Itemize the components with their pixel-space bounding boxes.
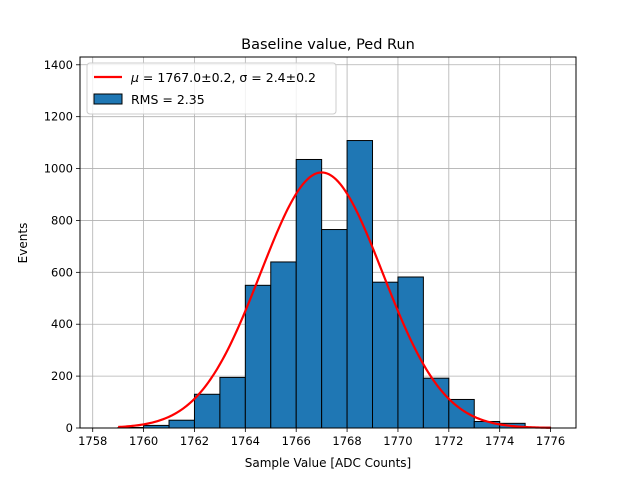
- legend-histogram-label: RMS = 2.35: [131, 92, 205, 107]
- x-tick-label: 1766: [282, 434, 311, 448]
- x-tick-label: 1776: [536, 434, 565, 448]
- y-tick-label: 600: [51, 265, 73, 279]
- x-tick-label: 1762: [180, 434, 209, 448]
- legend-box: [86, 62, 337, 115]
- histogram-bar: [346, 140, 374, 429]
- histogram-bar: [321, 229, 348, 429]
- legend: μ = 1767.0±0.2, σ = 2.4±0.2 RMS = 2.35: [86, 62, 337, 115]
- x-tick-label: 1770: [383, 434, 412, 448]
- x-tick-label: 1768: [332, 434, 361, 448]
- histogram-bar: [397, 276, 424, 429]
- x-tick-label: 1758: [78, 434, 107, 448]
- y-tick-label: 1200: [44, 110, 73, 124]
- histogram-bar: [219, 376, 246, 429]
- x-axis-ticks: 1758 1760 1762 1764 1766 1768 1770 1772 1774 1776: [78, 428, 565, 448]
- y-tick-label: 0: [66, 421, 73, 435]
- plot-frame: [79, 56, 577, 429]
- chart-title: Baseline value, Ped Run: [241, 37, 415, 53]
- x-tick-label: 1760: [129, 434, 158, 448]
- legend-fit-label: μ = 1767.0±0.2, σ = 2.4±0.2: [130, 70, 316, 85]
- y-axis-ticks: 0 200 400 600 800 1000 1200 1400: [44, 58, 80, 435]
- legend-fit-mu-symbol: μ: [130, 70, 139, 85]
- y-tick-label: 800: [51, 213, 73, 227]
- x-tick-label: 1764: [231, 434, 260, 448]
- x-axis-label: Sample Value [ADC Counts]: [245, 456, 411, 470]
- y-tick-label: 1000: [44, 162, 73, 176]
- legend-histogram-swatch: [93, 93, 123, 105]
- gaussian-fit: [118, 171, 551, 429]
- y-tick-label: 400: [51, 317, 73, 331]
- histogram-bar: [244, 284, 272, 429]
- histogram-bar: [270, 261, 297, 429]
- legend-fit-params: = 1767.0±0.2, σ = 2.4±0.2: [139, 70, 316, 85]
- y-axis-label: Events: [16, 223, 30, 264]
- histogram-bar: [193, 393, 221, 429]
- x-tick-label: 1772: [434, 434, 463, 448]
- histogram-bar: [422, 377, 450, 429]
- y-tick-label: 200: [51, 369, 73, 383]
- fit-curve: [118, 171, 551, 429]
- histogram-bar: [168, 419, 195, 429]
- histogram-bar: [295, 158, 323, 429]
- y-tick-label: 1400: [44, 58, 73, 72]
- x-tick-label: 1774: [485, 434, 514, 448]
